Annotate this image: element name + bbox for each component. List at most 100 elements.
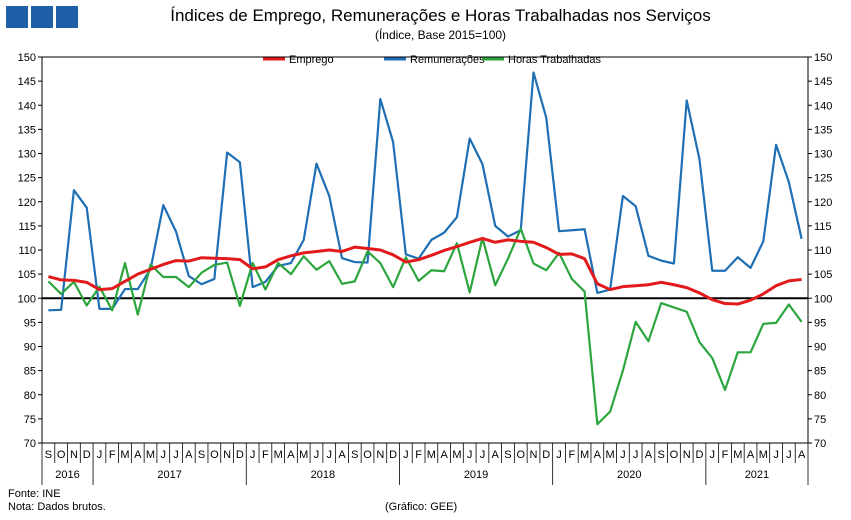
x-month-label: F — [262, 449, 269, 461]
logo-square — [31, 6, 53, 28]
x-month-label: M — [274, 449, 283, 461]
x-month-label: J — [620, 449, 626, 461]
chart-title: Índices de Emprego, Remunerações e Horas… — [170, 6, 711, 25]
x-month-label: M — [452, 449, 461, 461]
x-month-label: A — [798, 449, 806, 461]
y-tick-label-left: 105 — [18, 269, 36, 281]
x-month-label: J — [480, 449, 486, 461]
logo-square — [56, 6, 78, 28]
x-month-label: D — [83, 449, 91, 461]
y-tick-label-left: 95 — [24, 317, 36, 329]
x-month-label: J — [633, 449, 639, 461]
x-year-label: 2017 — [157, 469, 181, 481]
x-month-label: J — [773, 449, 779, 461]
chart-credit: (Gráfico: GEE) — [385, 501, 458, 513]
y-tick-label-right: 105 — [814, 269, 832, 281]
x-month-label: J — [250, 449, 256, 461]
x-month-label: S — [351, 449, 358, 461]
x-month-label: A — [185, 449, 193, 461]
x-month-label: M — [759, 449, 768, 461]
x-month-label: N — [530, 449, 538, 461]
x-month-label: D — [696, 449, 704, 461]
y-tick-label-right: 115 — [814, 221, 832, 233]
x-month-label: J — [403, 449, 409, 461]
x-month-label: A — [594, 449, 602, 461]
x-month-label: A — [287, 449, 295, 461]
y-tick-label-left: 85 — [24, 366, 36, 378]
legend-label: Remunerações — [410, 54, 485, 66]
x-month-label: J — [710, 449, 716, 461]
x-month-label: D — [389, 449, 397, 461]
x-month-label: J — [97, 449, 103, 461]
x-month-label: O — [516, 449, 525, 461]
x-month-label: M — [427, 449, 436, 461]
x-month-label: N — [223, 449, 231, 461]
y-tick-label-right: 140 — [814, 100, 832, 112]
y-tick-label-left: 90 — [24, 342, 36, 354]
x-month-label: J — [327, 449, 333, 461]
chart-subtitle: (Índice, Base 2015=100) — [374, 28, 507, 42]
y-tick-label-right: 95 — [814, 317, 826, 329]
series-line-emprego — [47, 236, 802, 306]
x-month-label: S — [45, 449, 52, 461]
x-month-label: J — [173, 449, 179, 461]
x-month-label: S — [504, 449, 511, 461]
x-month-label: A — [134, 449, 142, 461]
logo-square — [6, 6, 28, 28]
y-tick-label-right: 80 — [814, 390, 826, 402]
y-tick-label-left: 150 — [18, 52, 36, 64]
x-month-label: S — [198, 449, 205, 461]
legend-label: Emprego — [289, 54, 334, 66]
y-tick-label-left: 145 — [18, 76, 36, 88]
y-tick-label-right: 75 — [814, 414, 826, 426]
y-tick-label-left: 75 — [24, 414, 36, 426]
series-line-horas-trabalhadas — [47, 227, 803, 426]
x-year-label: 2018 — [311, 469, 335, 481]
series-line-remunerações — [48, 71, 803, 312]
y-tick-label-left: 130 — [18, 149, 36, 161]
legend-label: Horas Trabalhadas — [508, 54, 601, 66]
x-month-label: D — [542, 449, 550, 461]
y-tick-label-right: 150 — [814, 52, 832, 64]
logo — [6, 6, 78, 28]
x-year-label: 2020 — [617, 469, 641, 481]
y-tick-label-right: 110 — [814, 245, 832, 257]
x-month-label: J — [786, 449, 792, 461]
x-month-label: S — [658, 449, 665, 461]
x-year-label: 2019 — [464, 469, 488, 481]
x-month-label: N — [70, 449, 78, 461]
x-month-label: A — [338, 449, 346, 461]
y-tick-label-right: 90 — [814, 342, 826, 354]
x-month-label: O — [670, 449, 679, 461]
x-month-label: M — [733, 449, 742, 461]
x-year-label: 2021 — [745, 469, 769, 481]
y-tick-label-left: 115 — [18, 221, 36, 233]
y-tick-label-right: 145 — [814, 76, 832, 88]
data-note: Nota: Dados brutos. — [8, 501, 106, 513]
y-tick-label-left: 100 — [18, 293, 36, 305]
x-month-label: D — [236, 449, 244, 461]
x-month-label: N — [376, 449, 384, 461]
x-month-label: J — [161, 449, 167, 461]
x-month-label: O — [210, 449, 219, 461]
y-tick-label-left: 125 — [18, 173, 36, 185]
x-month-label: O — [57, 449, 66, 461]
x-month-label: A — [492, 449, 500, 461]
x-month-label: A — [645, 449, 653, 461]
y-tick-label-left: 140 — [18, 100, 36, 112]
y-tick-label-right: 125 — [814, 173, 832, 185]
x-month-label: N — [683, 449, 691, 461]
x-month-label: M — [580, 449, 589, 461]
y-tick-label-right: 100 — [814, 293, 832, 305]
y-tick-label-right: 70 — [814, 438, 826, 450]
y-tick-label-left: 110 — [18, 245, 36, 257]
x-month-label: M — [606, 449, 615, 461]
y-tick-label-right: 85 — [814, 366, 826, 378]
y-tick-label-right: 120 — [814, 197, 832, 209]
x-month-label: F — [415, 449, 422, 461]
y-tick-label-right: 135 — [814, 124, 832, 136]
y-tick-label-right: 130 — [814, 149, 832, 161]
x-month-label: M — [146, 449, 155, 461]
x-month-label: M — [120, 449, 129, 461]
y-tick-label-left: 70 — [24, 438, 36, 450]
